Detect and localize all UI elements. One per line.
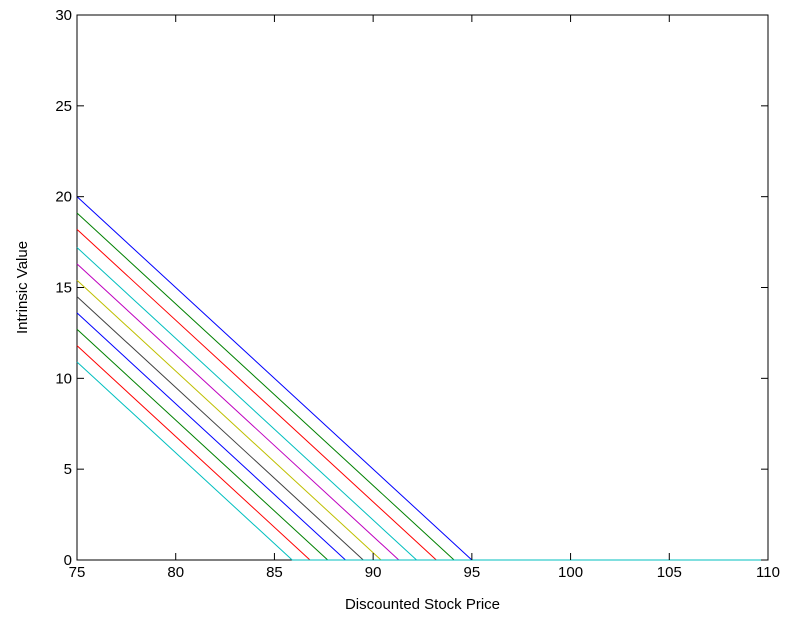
series-layer: [76, 196, 768, 561]
y-tick-label: 30: [55, 7, 72, 24]
plot-area: [76, 14, 769, 561]
y-tick-label: 20: [55, 189, 72, 206]
y-tick-label: 5: [64, 461, 72, 478]
x-tick-label: 85: [266, 564, 283, 581]
x-tick-label: 75: [69, 564, 86, 581]
y-tick-label: 10: [55, 370, 72, 387]
x-tick-label: 100: [558, 564, 583, 581]
series-line-11: [76, 361, 768, 561]
y-axis-label: Intrinsic Value: [14, 241, 31, 334]
x-tick-label: 90: [365, 564, 382, 581]
x-axis-label: Discounted Stock Price: [345, 596, 500, 613]
x-tick-label: 105: [657, 564, 682, 581]
y-tick-label: 25: [55, 98, 72, 115]
x-tick-label: 110: [756, 564, 780, 581]
x-tick-label: 95: [464, 564, 481, 581]
y-tick-label: 15: [55, 280, 72, 297]
y-tick-label: 0: [64, 552, 72, 569]
x-tick-label: 80: [167, 564, 184, 581]
tick-layer: 75 80 85 90 95 100 105 110 0 5 10 15 20 25 30: [55, 7, 780, 581]
